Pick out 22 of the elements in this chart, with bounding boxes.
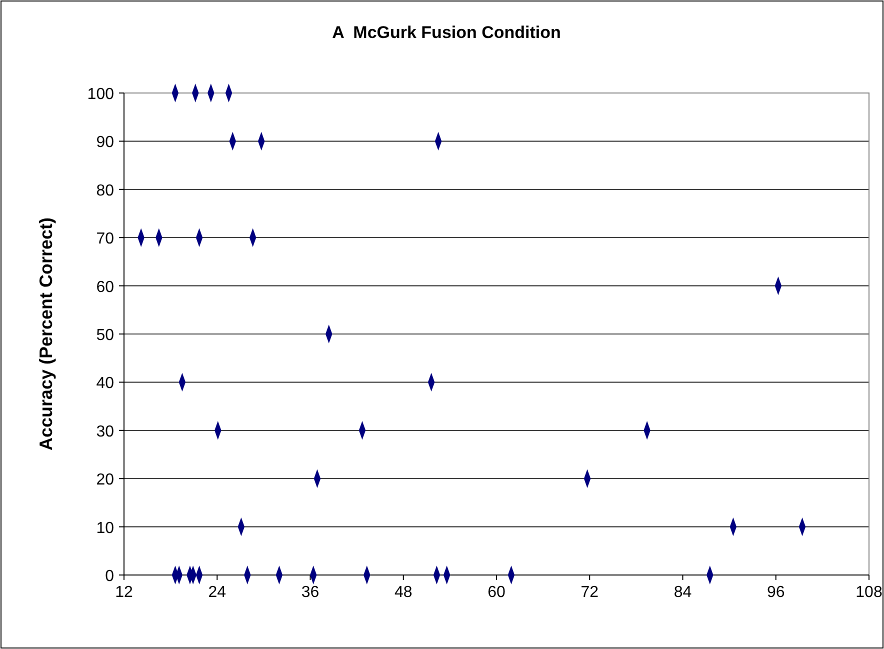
y-tick-label: 60 bbox=[96, 278, 114, 296]
x-tick-label: 108 bbox=[856, 584, 882, 601]
y-tick-label: 90 bbox=[96, 134, 114, 152]
x-tick-label: 72 bbox=[580, 584, 599, 601]
x-tick-label: 24 bbox=[208, 584, 226, 601]
x-tick-label: 96 bbox=[766, 584, 785, 601]
y-axis-title: Accuracy (Percent Correct) bbox=[36, 217, 56, 451]
x-tick-label: 36 bbox=[301, 584, 320, 601]
y-tick-label: 100 bbox=[87, 86, 114, 103]
chart-title: A McGurk Fusion Condition bbox=[332, 23, 561, 42]
y-tick-label: 30 bbox=[96, 423, 114, 440]
x-tick-label: 60 bbox=[488, 584, 506, 601]
y-tick-label: 70 bbox=[96, 230, 114, 248]
x-tick-label: 84 bbox=[674, 584, 692, 601]
y-tick-label: 10 bbox=[96, 520, 114, 537]
y-tick-label: 80 bbox=[96, 182, 114, 200]
y-tick-label: 50 bbox=[96, 327, 114, 344]
y-tick-label: 20 bbox=[96, 472, 114, 489]
x-tick-label: 48 bbox=[394, 584, 412, 601]
y-tick-label: 40 bbox=[96, 375, 114, 392]
x-tick-label: 12 bbox=[115, 584, 133, 601]
y-tick-label: 0 bbox=[105, 568, 114, 585]
